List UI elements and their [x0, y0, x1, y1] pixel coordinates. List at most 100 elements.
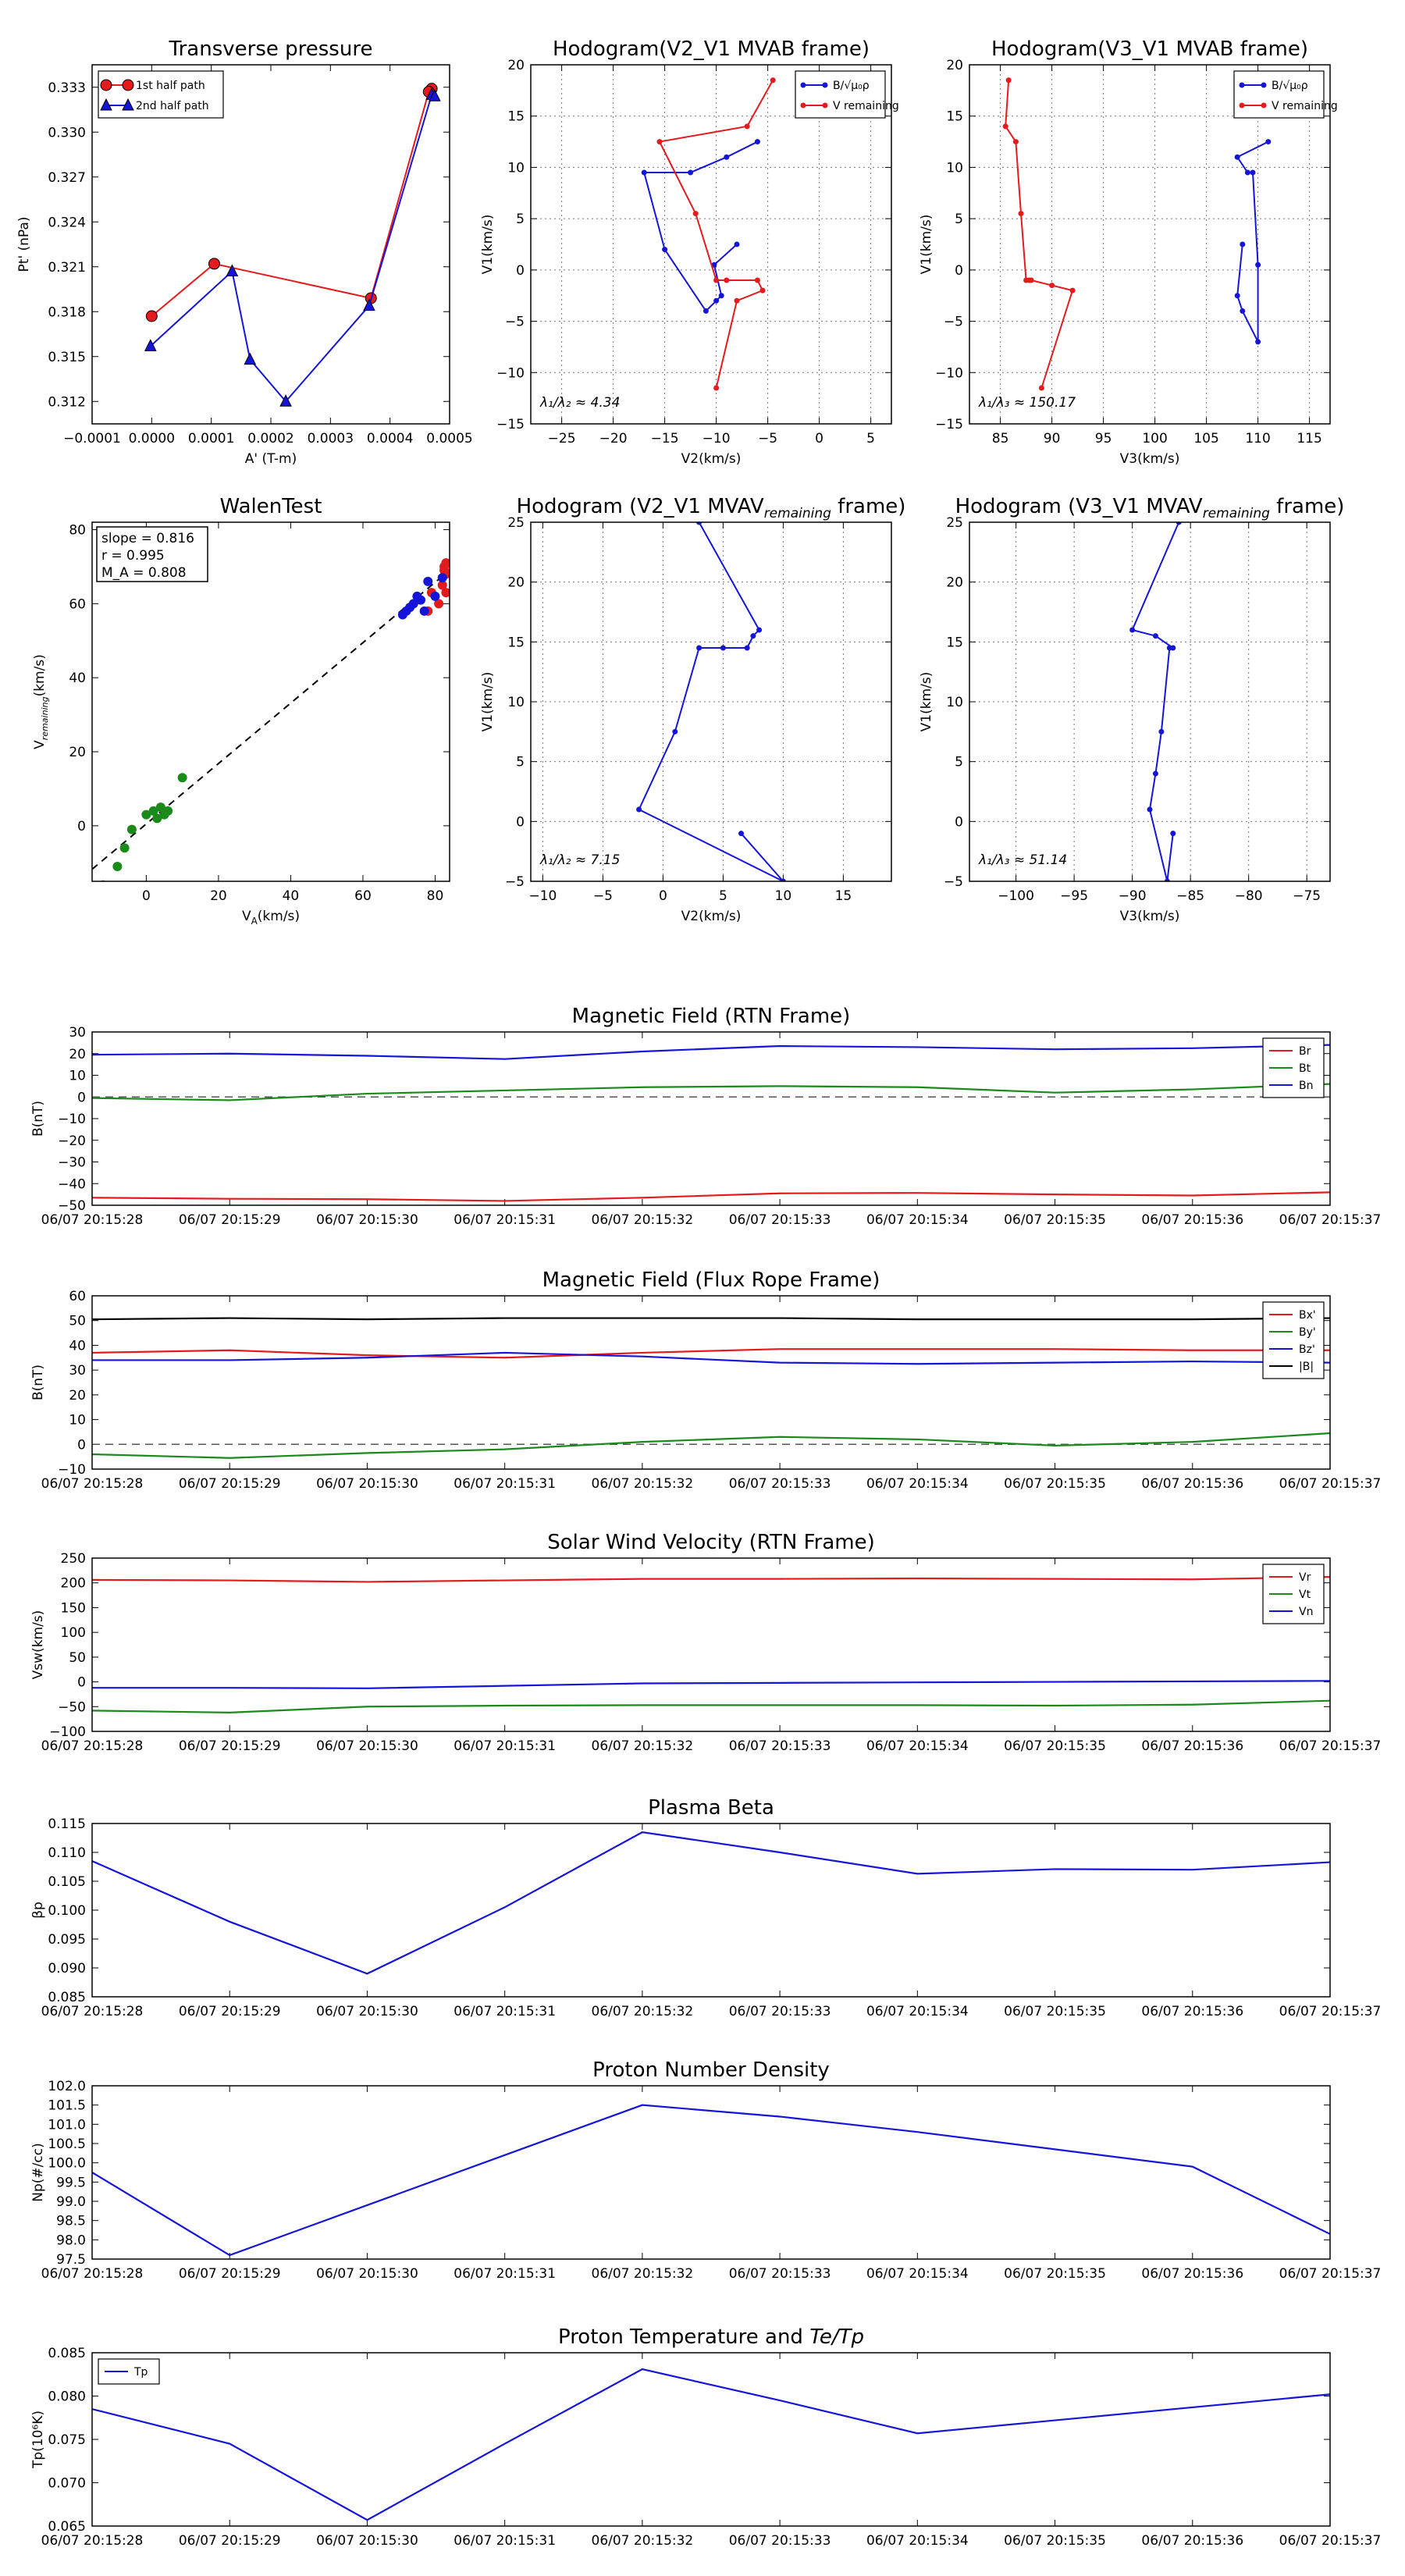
stats-line: M_A = 0.808 — [101, 565, 187, 581]
y-tick-label: −20 — [58, 1133, 86, 1149]
data-point — [780, 878, 786, 881]
hodo2-chart: Hodogram(V3_V1 MVAB frame)85 90 95 100 105 11… — [919, 37, 1338, 467]
y-axis-label: βp — [30, 1902, 46, 1919]
data-point — [122, 79, 134, 91]
time-tick-label: 06/07 20:15:32 — [592, 2266, 694, 2282]
x-tick-label: −100 — [998, 888, 1034, 904]
x-tick-label: 95 — [1095, 431, 1112, 447]
time-tick-label: 06/07 20:15:34 — [866, 2533, 969, 2549]
data-point — [1234, 154, 1240, 160]
legend-label: B/√μ₀ρ — [1272, 80, 1308, 92]
legend-label: V remaining — [1272, 100, 1338, 112]
time-tick-label: 06/07 20:15:32 — [592, 1212, 694, 1228]
y-axis-label: V1(km/s) — [480, 672, 496, 732]
y-tick-label: 10 — [69, 1069, 86, 1084]
y-axis-label: V1(km/s) — [480, 215, 496, 275]
x-tick-label: 115 — [1297, 431, 1321, 447]
time-tick-label: 06/07 20:15:36 — [1141, 1212, 1243, 1228]
y-tick-label: 25 — [946, 515, 963, 531]
y-tick-label: 101.0 — [48, 2117, 86, 2133]
y-tick-label: 0.090 — [48, 1961, 86, 1976]
data-point — [713, 277, 720, 283]
plot-area — [1002, 77, 1272, 391]
plot-area — [92, 558, 450, 881]
x-tick-label: 15 — [835, 888, 852, 904]
series-line — [91, 1576, 1331, 1583]
time-tick-label: 06/07 20:15:28 — [41, 2266, 144, 2282]
series-line — [91, 1191, 1331, 1202]
y-tick-label: 0.333 — [48, 80, 86, 96]
time-tick-label: 06/07 20:15:33 — [729, 1476, 831, 1492]
y-tick-label: −15 — [496, 417, 525, 432]
x-tick-label: −0.0001 — [63, 431, 121, 447]
y-tick-label: 99.5 — [56, 2175, 86, 2190]
y-tick-label: 60 — [69, 596, 86, 612]
y-tick-label: 150 — [61, 1600, 86, 1616]
data-point — [1028, 277, 1034, 283]
y-tick-label: −40 — [58, 1176, 86, 1192]
data-point — [163, 806, 173, 816]
time-tick-label: 06/07 20:15:32 — [592, 1476, 694, 1492]
time-tick-label: 06/07 20:15:28 — [41, 2533, 144, 2549]
y-tick-label: 15 — [946, 635, 963, 650]
data-point — [641, 169, 647, 176]
x-axis-label: VA(km/s) — [242, 909, 300, 927]
axes-frame — [91, 1295, 1331, 1470]
y-tick-label: −100 — [49, 1724, 86, 1740]
y-tick-label: 10 — [69, 1413, 86, 1429]
y-tick-label: 0.085 — [48, 1990, 86, 2005]
data-point — [244, 352, 257, 365]
data-point — [1158, 728, 1165, 735]
legend-label: Vt — [1299, 1589, 1311, 1601]
legend-label: Bx' — [1299, 1309, 1316, 1322]
axes-frame — [530, 64, 892, 425]
series-line — [638, 522, 784, 881]
data-point — [112, 862, 123, 872]
data-point — [430, 591, 440, 601]
y-tick-label: 100.0 — [48, 2156, 86, 2172]
y-tick-label: −5 — [944, 315, 963, 330]
data-point — [226, 264, 239, 276]
time-tick-label: 06/07 20:15:30 — [316, 1738, 418, 1754]
legend-box — [98, 70, 224, 119]
y-tick-label: 0.075 — [48, 2432, 86, 2448]
x-tick-label: 0.0002 — [247, 431, 293, 447]
chart-title: WalenTest — [220, 495, 322, 518]
y-tick-label: −50 — [58, 1198, 86, 1214]
x-tick-label: −15 — [651, 431, 679, 447]
data-point — [1164, 878, 1170, 881]
data-point — [1176, 522, 1182, 525]
data-point — [1240, 308, 1246, 314]
y-tick-label: −10 — [935, 365, 963, 381]
data-point — [696, 645, 702, 651]
data-point — [441, 588, 450, 598]
data-point — [408, 599, 418, 609]
y-tick-label: 20 — [946, 58, 963, 73]
x-tick-label: 0.0004 — [367, 431, 413, 447]
hodo1-chart: Hodogram(V2_V1 MVAB frame) −25 −20 −15 −10 −5… — [480, 37, 899, 467]
y-tick-label: 5 — [955, 755, 963, 770]
time-tick-label: 06/07 20:15:33 — [729, 1738, 831, 1754]
axes-frame — [91, 1823, 1331, 1998]
time-tick-label: 06/07 20:15:31 — [454, 2266, 556, 2282]
y-tick-label: 0.100 — [48, 1903, 86, 1919]
data-point — [148, 806, 158, 816]
y-axis-label: Pt' (nPa) — [16, 217, 32, 272]
time-tick-label: 06/07 20:15:37 — [1279, 2004, 1382, 2019]
beta-chart: Plasma Beta 06/07 20:15:28 06/07 20:15:29 0… — [30, 1796, 1381, 2019]
data-point — [1152, 770, 1158, 777]
data-point — [800, 102, 806, 109]
chart-title: Magnetic Field (Flux Rope Frame) — [542, 1268, 880, 1292]
series-line — [91, 1348, 1330, 1359]
y-axis-label: B(nT) — [30, 1364, 46, 1400]
y-tick-label: 10 — [507, 695, 525, 710]
data-point — [1240, 241, 1246, 247]
time-tick-label: 06/07 20:15:28 — [41, 1212, 144, 1228]
data-point — [144, 339, 157, 351]
y-tick-label: 0.327 — [48, 170, 86, 186]
y-tick-label: −10 — [58, 1112, 86, 1127]
series-line — [91, 1317, 1331, 1321]
data-point — [656, 139, 663, 145]
x-tick-label: 105 — [1193, 431, 1218, 447]
time-tick-label: 06/07 20:15:34 — [866, 1212, 969, 1228]
